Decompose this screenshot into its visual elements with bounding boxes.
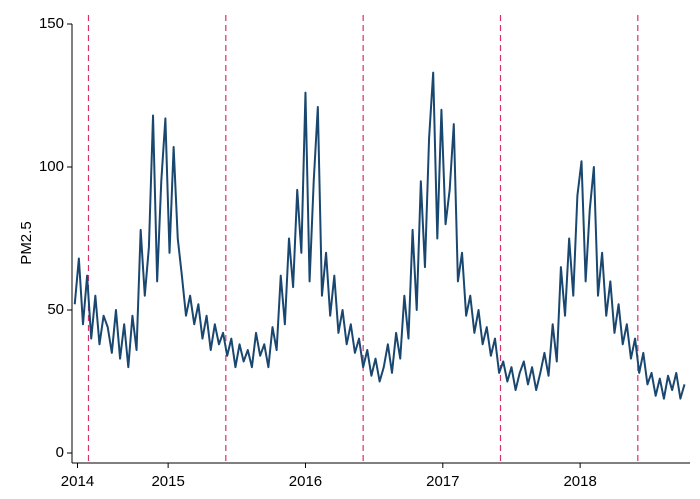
x-tick-label: 2014 xyxy=(61,473,94,490)
y-tick-label: 0 xyxy=(56,444,64,461)
x-tick-label: 2018 xyxy=(563,473,596,490)
series-line xyxy=(73,71,686,400)
y-axis-label: PM2.5 xyxy=(18,221,35,264)
y-tick-label: 50 xyxy=(47,301,64,318)
x-tick-label: 2017 xyxy=(426,473,459,490)
x-tick-label: 2016 xyxy=(289,473,322,490)
x-tick-label: 2015 xyxy=(151,473,184,490)
y-tick-label: 150 xyxy=(39,15,64,32)
y-tick-label: 100 xyxy=(39,158,64,175)
